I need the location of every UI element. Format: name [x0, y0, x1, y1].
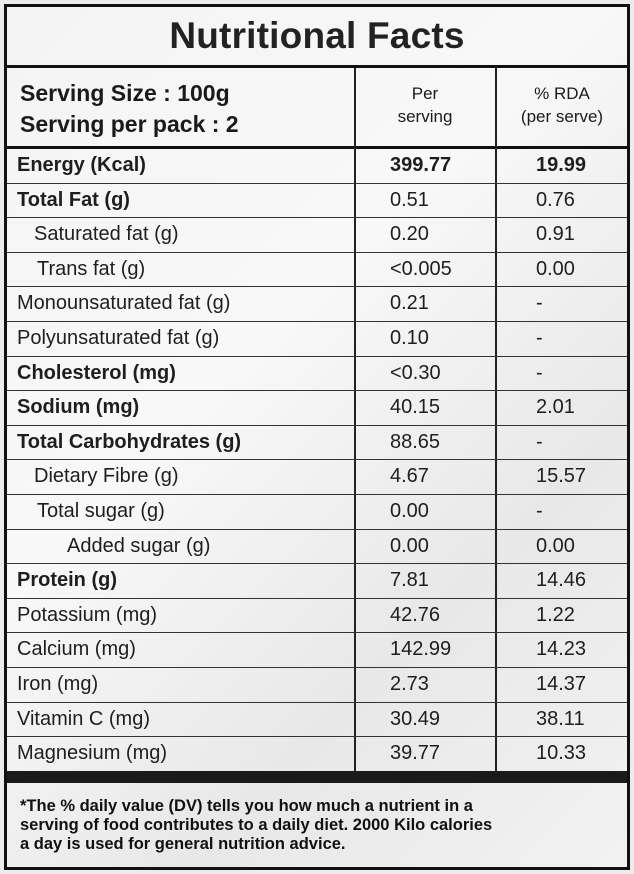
table-row: Protein (g) 7.81 14.46 — [7, 564, 627, 599]
per-serving-value: 0.00 — [390, 534, 429, 557]
rda-value: 1.22 — [536, 603, 575, 626]
per-serving-value: 0.20 — [390, 223, 429, 246]
column-header-rda-line1: % RDA — [534, 84, 590, 103]
column-header-per-line1: Per — [411, 84, 439, 103]
per-serving-value: <0.005 — [390, 257, 452, 280]
rda-value: 0.91 — [536, 223, 575, 246]
nutrient-name: Iron (mg) — [17, 672, 99, 695]
table-row: Dietary Fibre (g) 4.67 15.57 — [7, 460, 627, 495]
table-row: Iron (mg) 2.73 14.37 — [7, 668, 627, 703]
nutrient-name: Potassium (mg) — [17, 603, 158, 626]
footnote: *The % daily value (DV) tells you how mu… — [20, 797, 620, 854]
nutrient-name: Saturated fat (g) — [34, 223, 179, 246]
rda-value: 14.23 — [536, 638, 587, 661]
nutrient-name: Trans fat (g) — [37, 257, 146, 280]
nutrient-name: Magnesium (mg) — [17, 742, 168, 765]
nutrient-name: Total sugar (g) — [37, 499, 165, 522]
per-serving-value: 4.67 — [390, 465, 429, 488]
nutrient-name: Monounsaturated fat (g) — [17, 292, 231, 315]
nutrient-name: Added sugar (g) — [67, 534, 211, 557]
per-serving-value: 0.51 — [390, 188, 429, 211]
nutrient-name: Total Carbohydrates (g) — [17, 430, 242, 453]
nutrient-name: Calcium (mg) — [17, 638, 136, 661]
footnote-line: serving of food contributes to a daily d… — [20, 816, 493, 834]
table-row: Magnesium (mg) 39.77 10.33 — [7, 737, 627, 772]
table-row: Polyunsaturated fat (g) 0.10 - — [7, 322, 627, 357]
column-header-per-serving: Per serving — [356, 82, 494, 128]
table-row: Vitamin C (mg) 30.49 38.11 — [7, 703, 627, 738]
table-row: Total Carbohydrates (g) 88.65 - — [7, 426, 627, 461]
per-serving-value: 42.76 — [390, 603, 441, 626]
rda-value: 19.99 — [536, 154, 587, 176]
rda-value: 0.00 — [536, 257, 575, 280]
per-serving-value: 142.99 — [390, 638, 452, 661]
per-serving-value: 39.77 — [390, 742, 441, 765]
table-row: Monounsaturated fat (g) 0.21 - — [7, 287, 627, 322]
column-divider-2 — [495, 68, 497, 771]
table-row: Total sugar (g) 0.00 - — [7, 495, 627, 530]
rda-value: 0.76 — [536, 188, 575, 211]
per-serving-value: 0.00 — [390, 499, 429, 522]
nutrition-facts-label: Nutritional Facts Serving Size : 100g Se… — [4, 4, 630, 870]
nutrient-name: Protein (g) — [17, 569, 117, 592]
rda-value: - — [536, 430, 543, 453]
per-serving-value: 2.73 — [390, 672, 429, 695]
nutrient-name: Dietary Fibre (g) — [34, 465, 179, 488]
per-serving-value: <0.30 — [390, 361, 441, 384]
serving-per-pack: Serving per pack : 2 — [20, 111, 239, 137]
rda-value: - — [536, 499, 543, 522]
nutrient-name: Vitamin C (mg) — [17, 707, 150, 730]
rda-value: - — [536, 361, 543, 384]
rda-value: 0.00 — [536, 534, 575, 557]
footnote-line: *The % daily value (DV) tells you how mu… — [20, 797, 473, 815]
per-serving-value: 88.65 — [390, 430, 441, 453]
per-serving-value: 399.77 — [390, 154, 452, 176]
footnote-line: a day is used for general nutrition advi… — [20, 835, 346, 853]
rda-value: 2.01 — [536, 396, 575, 419]
nutrient-name: Total Fat (g) — [17, 188, 130, 211]
rda-value: - — [536, 326, 543, 349]
table-row: Potassium (mg) 42.76 1.22 — [7, 599, 627, 634]
table-row: Calcium (mg) 142.99 14.23 — [7, 633, 627, 668]
column-header-rda-line2: (per serve) — [520, 107, 604, 126]
rda-value: 14.46 — [536, 569, 587, 592]
per-serving-value: 7.81 — [390, 569, 429, 592]
per-serving-value: 0.21 — [390, 292, 429, 315]
per-serving-value: 40.15 — [390, 396, 441, 419]
nutrient-name: Polyunsaturated fat (g) — [17, 326, 220, 349]
nutrient-name: Sodium (mg) — [17, 396, 140, 419]
nutrient-table: Energy (Kcal) 399.77 19.99 Total Fat (g)… — [7, 149, 627, 772]
table-row: Sodium (mg) 40.15 2.01 — [7, 391, 627, 426]
separator-bar — [7, 771, 627, 783]
column-divider-1 — [354, 68, 356, 771]
serving-info: Serving Size : 100g Serving per pack : 2 — [20, 78, 350, 140]
per-serving-value: 0.10 — [390, 326, 429, 349]
rda-value: - — [536, 292, 543, 315]
label-title: Nutritional Facts — [7, 7, 627, 68]
nutrient-name: Cholesterol (mg) — [17, 361, 176, 384]
rda-value: 14.37 — [536, 672, 587, 695]
table-row: Added sugar (g) 0.00 0.00 — [7, 530, 627, 565]
serving-size: Serving Size : 100g — [20, 80, 230, 106]
column-header-per-line2: serving — [397, 107, 453, 126]
table-row: Trans fat (g) <0.005 0.00 — [7, 253, 627, 288]
table-row: Energy (Kcal) 399.77 19.99 — [7, 149, 627, 184]
rda-value: 10.33 — [536, 742, 587, 765]
column-header-rda: % RDA (per serve) — [497, 82, 627, 128]
table-row: Total Fat (g) 0.51 0.76 — [7, 184, 627, 219]
rda-value: 38.11 — [536, 707, 585, 730]
serving-header: Serving Size : 100g Serving per pack : 2… — [7, 68, 627, 149]
table-row: Saturated fat (g) 0.20 0.91 — [7, 218, 627, 253]
nutrient-name: Energy (Kcal) — [17, 154, 146, 176]
table-row: Cholesterol (mg) <0.30 - — [7, 357, 627, 392]
per-serving-value: 30.49 — [390, 707, 441, 730]
rda-value: 15.57 — [536, 465, 587, 488]
